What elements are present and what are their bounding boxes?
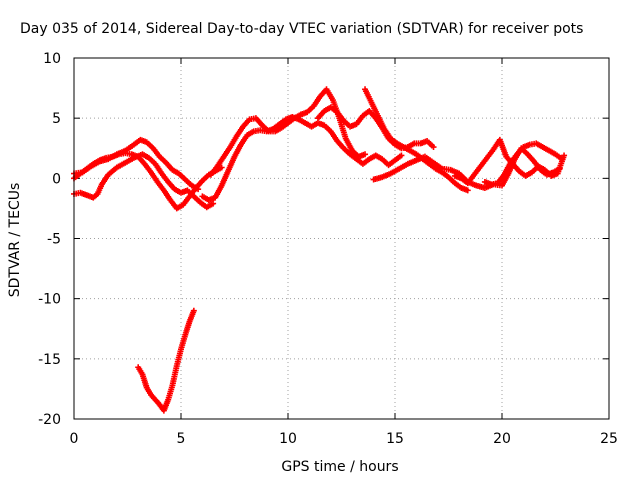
x-tick-label: 15: [386, 431, 404, 447]
y-tick-label: -15: [38, 352, 61, 368]
data-points: [71, 86, 568, 414]
data-point: [430, 144, 437, 151]
y-tick-label: 0: [52, 171, 61, 187]
grid-lines: [74, 58, 609, 419]
chart-title: Day 035 of 2014, Sidereal Day-to-day VTE…: [20, 21, 583, 37]
y-tick-label: -10: [38, 292, 61, 308]
y-tick-label: 5: [52, 111, 61, 127]
y-tick-label: 10: [43, 51, 61, 67]
data-point: [558, 156, 565, 163]
y-axis-label: SDTVAR / TECUs: [7, 183, 23, 298]
x-axis-label: GPS time / hours: [281, 459, 398, 475]
data-point: [190, 307, 197, 314]
data-point: [195, 186, 202, 193]
x-tick-label: 5: [177, 431, 186, 447]
y-tick-label: -20: [38, 412, 61, 428]
plot-frame: [73, 57, 610, 420]
data-point: [218, 164, 225, 171]
x-tick-label: 25: [600, 431, 618, 447]
axis-ticks: 0 5 10 15 20 25 -20 -15 -10 -5 0 5 10: [38, 51, 618, 447]
data-point: [561, 152, 568, 159]
data-point: [210, 200, 217, 207]
x-tick-label: 20: [493, 431, 511, 447]
data-point: [398, 152, 405, 159]
x-tick-label: 0: [70, 431, 79, 447]
data-point: [362, 151, 369, 158]
x-tick-label: 10: [279, 431, 297, 447]
data-point: [464, 187, 471, 194]
y-tick-label: -5: [47, 232, 61, 248]
